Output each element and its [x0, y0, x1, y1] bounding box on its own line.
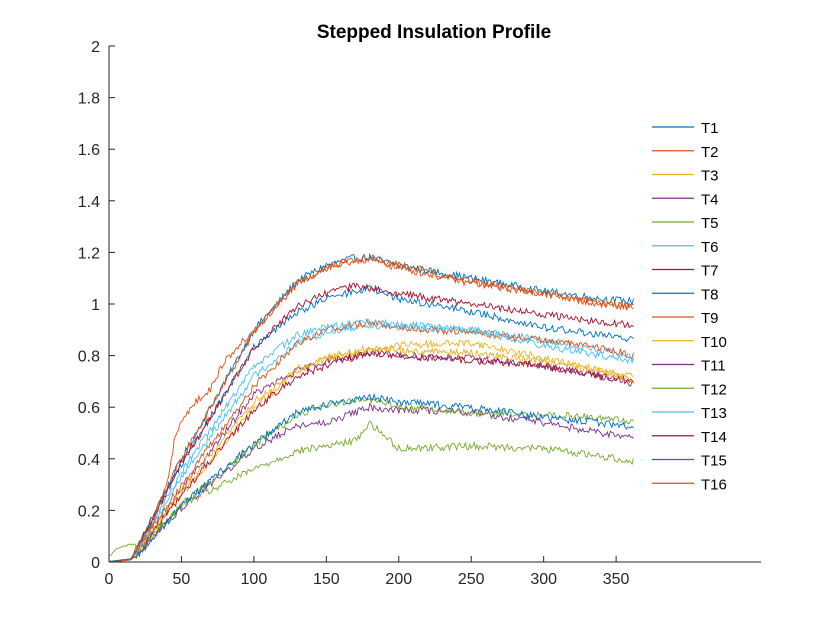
x-tick-label: 350 — [603, 571, 630, 588]
legend-label: T6 — [701, 239, 719, 256]
legend-item-t15: T15 — [652, 453, 727, 470]
legend-label: T7 — [701, 263, 719, 280]
x-tick-label: 200 — [385, 571, 412, 588]
legend-item-t5: T5 — [652, 215, 719, 232]
x-tick-label: 300 — [530, 571, 557, 588]
y-tick-label: 1.8 — [78, 91, 100, 108]
plot-area: 0 50 100 150 200 250 300 350 0 0.2 0.4 0.6 0.8 1 1.2 1.… — [78, 39, 761, 588]
x-tick-label: 50 — [173, 571, 191, 588]
legend-label: T4 — [701, 191, 719, 208]
series-line-t9 — [108, 317, 634, 563]
axes-layer: 0 50 100 150 200 250 300 350 0 0.2 0.4 0.6 0.8 1 1.2 1.… — [78, 39, 761, 588]
legend-item-t11: T11 — [652, 358, 726, 375]
y-tick-label: 1.6 — [78, 142, 100, 159]
series-line-t15 — [109, 393, 634, 563]
legend-item-t3: T3 — [652, 168, 719, 185]
series-line-t14 — [108, 282, 634, 563]
legend-label: T2 — [701, 144, 719, 161]
legend-item-t16: T16 — [652, 476, 727, 493]
legend-label: T5 — [701, 215, 719, 232]
x-tick-label: 150 — [313, 571, 340, 588]
legend-item-t4: T4 — [652, 191, 719, 208]
legend-label: T14 — [701, 429, 727, 446]
legend-label: T11 — [701, 358, 726, 375]
legend-label: T13 — [701, 405, 727, 422]
x-tick-label: 100 — [241, 571, 268, 588]
x-tick-label: 250 — [458, 571, 485, 588]
legend-label: T12 — [701, 381, 727, 398]
series-line-t10 — [109, 344, 634, 563]
legend-item-t13: T13 — [652, 405, 727, 422]
series-line-t13 — [108, 318, 634, 563]
legend-label: T8 — [701, 286, 719, 303]
legend-label: T10 — [701, 334, 727, 351]
y-tick-label: 1.2 — [78, 245, 100, 262]
y-tick-label: 0.6 — [78, 400, 100, 417]
legend: T1 T2 T3 T4 T5 T6 T7 T8 T9 T10 T11 T12 T13 T14 T15 T16 — [652, 120, 727, 493]
series-line-t16 — [109, 253, 634, 563]
legend-item-t10: T10 — [652, 334, 727, 351]
legend-label: T9 — [701, 310, 719, 327]
y-tick-label: 0.4 — [78, 452, 100, 469]
y-tick-label: 0.8 — [78, 349, 100, 366]
legend-label: T1 — [701, 120, 719, 137]
y-tick-label: 0 — [91, 555, 100, 572]
legend-label: T16 — [701, 476, 727, 493]
x-tick-label: 0 — [105, 571, 114, 588]
legend-item-t2: T2 — [652, 144, 719, 161]
legend-item-t14: T14 — [652, 429, 727, 446]
legend-label: T3 — [701, 168, 719, 185]
y-tick-label: 0.2 — [78, 503, 100, 520]
series-line-t7 — [108, 349, 634, 563]
series-layer — [108, 252, 634, 563]
legend-item-t1: T1 — [652, 120, 719, 137]
legend-item-t6: T6 — [652, 239, 719, 256]
y-tick-label: 2 — [91, 39, 100, 56]
chart-title: Stepped Insulation Profile — [317, 22, 551, 43]
legend-item-t9: T9 — [652, 310, 719, 327]
y-tick-label: 1 — [91, 297, 100, 314]
legend-item-t8: T8 — [652, 286, 719, 303]
legend-label: T15 — [701, 453, 727, 470]
legend-item-t12: T12 — [652, 381, 727, 398]
series-line-t11 — [109, 402, 634, 563]
y-tick-label: 1.4 — [78, 194, 100, 211]
legend-item-t7: T7 — [652, 263, 719, 280]
